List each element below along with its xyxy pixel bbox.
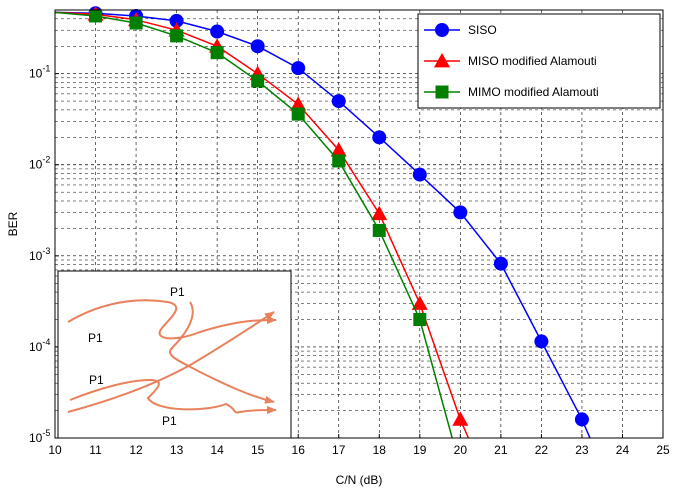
inset-label-p1-bottom: P1 [162, 414, 177, 428]
x-tick-label: 12 [129, 443, 143, 457]
x-tick-label: 21 [494, 443, 508, 457]
x-tick-label: 17 [332, 443, 346, 457]
data-point [330, 142, 347, 157]
legend-label: SISO [468, 23, 497, 37]
data-point [331, 94, 346, 109]
x-tick-label: 24 [616, 443, 630, 457]
y-tick-label: 10-5 [29, 428, 50, 445]
inset-label-p1-mid: P1 [89, 373, 104, 387]
data-point [411, 295, 428, 310]
data-point [534, 334, 549, 349]
x-tick-label: 13 [170, 443, 184, 457]
y-tick-label: 10-1 [29, 64, 50, 81]
x-tick-label: 18 [373, 443, 387, 457]
x-tick-label: 23 [575, 443, 589, 457]
transmission-inset: P1 P1 P1 P1 [57, 270, 292, 439]
data-point [251, 74, 265, 88]
grid-lines [55, 10, 663, 438]
x-tick-label: 25 [656, 443, 670, 457]
data-point [210, 46, 224, 60]
data-point [493, 256, 508, 271]
series-2 [54, 9, 453, 439]
data-point [250, 39, 265, 54]
y-tick-label: 10-3 [29, 246, 50, 263]
y-axis-label: BER [6, 211, 20, 236]
data-point [574, 412, 589, 427]
y-tick-label: 10-4 [29, 337, 50, 354]
legend-marker [435, 85, 449, 99]
inset-arrow-cross-up [67, 311, 275, 413]
data-point [290, 96, 307, 111]
data-point [413, 312, 427, 326]
data-point [412, 167, 427, 182]
legend-marker [435, 23, 449, 37]
legend-label: MISO modified Alamouti [468, 54, 597, 68]
data-point [371, 205, 388, 221]
data-point [332, 154, 346, 168]
legend-entry-0: SISO [424, 23, 497, 37]
data-point [210, 24, 225, 39]
x-tick-label: 14 [210, 443, 224, 457]
x-tick-label: 19 [413, 443, 427, 457]
legend-label: MIMO modified Alamouti [468, 85, 599, 99]
data-point [452, 411, 469, 426]
data-point [291, 107, 305, 121]
data-point [169, 13, 184, 28]
legend-marker [434, 53, 450, 68]
inset-arrow-cross-down [169, 301, 275, 404]
inset-label-p1-left: P1 [88, 331, 103, 345]
data-point [372, 130, 387, 145]
data-point [129, 16, 143, 30]
x-tick-label: 15 [251, 443, 265, 457]
series-line [54, 11, 470, 439]
x-tick-label: 20 [454, 443, 468, 457]
data-point [291, 61, 306, 76]
legend-entry-2: MIMO modified Alamouti [424, 85, 599, 99]
plot-frame [54, 9, 664, 439]
x-tick-label: 16 [292, 443, 306, 457]
x-tick-label: 22 [535, 443, 549, 457]
series-0 [54, 6, 591, 439]
inset-arrow-bottom [69, 378, 277, 415]
data-point [372, 223, 386, 237]
data-point [89, 9, 103, 23]
data-point [453, 205, 468, 220]
data-point [170, 29, 184, 43]
x-tick-label: 10 [48, 443, 62, 457]
legend-entry-1: MISO modified Alamouti [424, 53, 597, 68]
x-axis-label: C/N (dB) [336, 473, 383, 487]
y-tick-label: 10-2 [29, 155, 50, 172]
series-group [54, 6, 591, 439]
legend: SISO MISO modified Alamouti MIMO modified … [417, 13, 661, 109]
x-tick-label: 11 [89, 443, 102, 457]
inset-arrow-top [67, 299, 277, 340]
axis-ticks: 10 11 12 13 14 15 16 17 18 19 20 21 22 23 24 25 10-1 10-2… [29, 64, 670, 457]
inset-label-p1-top: P1 [170, 285, 185, 299]
